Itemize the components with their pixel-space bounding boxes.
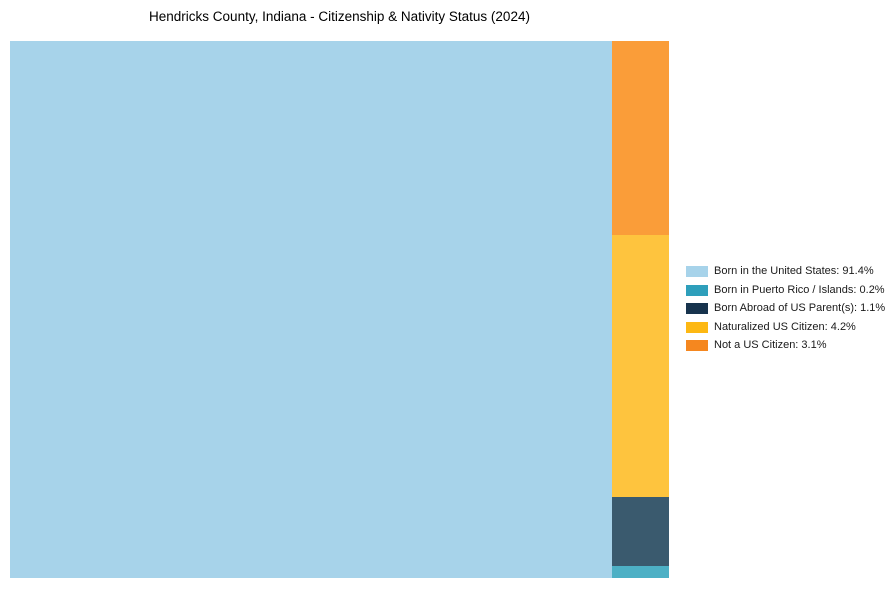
treemap-plot-area (10, 41, 669, 578)
legend-swatch-born-in-puerto-rico-islands (686, 284, 708, 296)
legend-swatch-naturalized-us-citizen (686, 321, 708, 333)
legend-swatch-not-a-us-citizen (686, 340, 708, 351)
legend-label-born-in-the-united-states: Born in the United States: 91.4% (714, 265, 874, 277)
chart-title: Hendricks County, Indiana - Citizenship … (149, 9, 530, 24)
legend-label-born-abroad-of-us-parent-s: Born Abroad of US Parent(s): 1.1% (714, 302, 886, 314)
treemap-block-not-a-us-citizen (612, 41, 669, 235)
legend-label-not-a-us-citizen: Not a US Citizen: 3.1% (714, 339, 827, 351)
legend-swatch-born-abroad-of-us-parent-s (686, 303, 708, 314)
legend-item-not-a-us-citizen: Not a US Citizen: 3.1% (686, 340, 885, 351)
legend-item-born-in-the-united-states: Born in the United States: 91.4% (686, 266, 885, 277)
legend-item-born-in-puerto-rico-islands: Born in Puerto Rico / Islands: 0.2% (686, 283, 885, 296)
legend-label-born-in-puerto-rico-islands: Born in Puerto Rico / Islands: 0.2% (714, 283, 885, 296)
legend-item-born-abroad-of-us-parent-s: Born Abroad of US Parent(s): 1.1% (686, 303, 885, 314)
legend-item-naturalized-us-citizen: Naturalized US Citizen: 4.2% (686, 320, 885, 333)
treemap-block-born-in-puerto-rico-islands (612, 566, 669, 578)
treemap-block-naturalized-us-citizen (612, 235, 669, 497)
treemap-block-born-in-the-united-states (10, 41, 612, 578)
treemap-block-born-abroad-of-us-parent-s (612, 497, 669, 566)
legend: Born in the United States: 91.4% Born in … (686, 266, 885, 351)
legend-swatch-born-in-the-united-states (686, 266, 708, 277)
legend-label-naturalized-us-citizen: Naturalized US Citizen: 4.2% (714, 320, 856, 333)
